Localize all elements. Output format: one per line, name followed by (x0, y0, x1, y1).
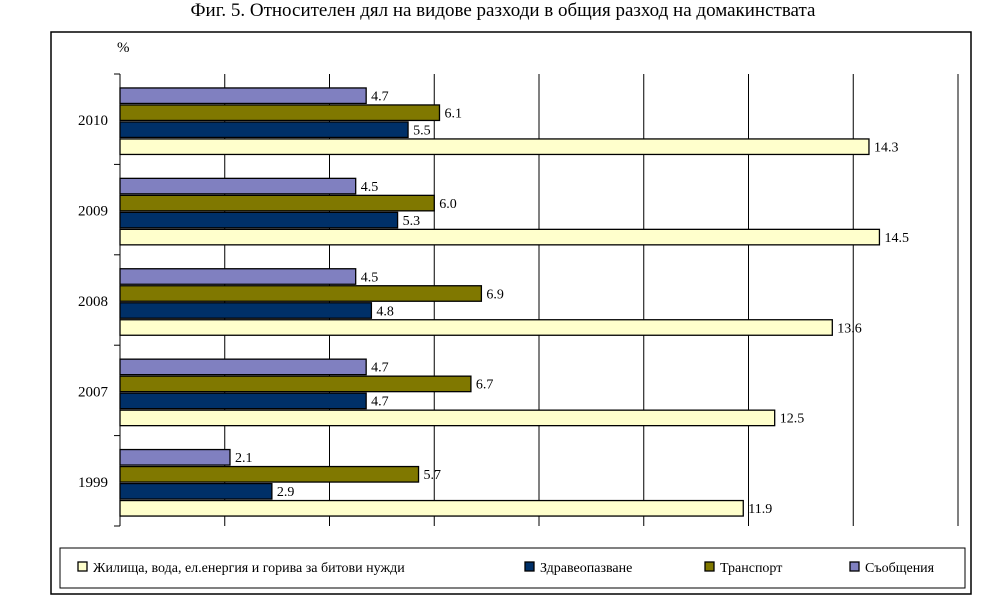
bar-здравеопазване-2010 (119, 121, 409, 139)
legend-swatch-транспорт (704, 561, 715, 572)
bar-транспорт-2009 (119, 194, 435, 212)
bar-съобщения-2010 (119, 87, 367, 105)
bar-съобщения-2009 (119, 177, 357, 195)
bar-транспорт-1999 (119, 465, 420, 483)
bar-здравеопазване-2008 (119, 302, 373, 319)
category-label-2008: 2008 (78, 294, 108, 310)
legend-label-жилища-вода-ел-енергия-и-горива-за-битови-нужди: Жилища, вода, ел.енергия и горива за бит… (93, 561, 405, 576)
legend-label-здравеопазване: Здравеопазване (540, 561, 632, 576)
data-label-здравеопазване-2010: 5.5 (413, 123, 431, 138)
data-label-транспорт-2010: 6.1 (444, 106, 462, 121)
data-label-съобщения-2010: 4.7 (371, 89, 389, 104)
data-label-транспорт-2009: 6.0 (439, 197, 457, 212)
data-label-съобщения-2009: 4.5 (361, 180, 379, 195)
data-label-здравеопазване-1999: 2.9 (277, 485, 295, 500)
data-label-съобщения-1999: 2.1 (235, 451, 253, 466)
bar-жилища-вода-ел-енергия-и-горива-за-битови-нужди-1999 (119, 499, 744, 517)
bar-здравеопазване-2009 (119, 211, 399, 229)
bar-жилища-вода-ел-енергия-и-горива-за-битови-нужди-2007 (119, 409, 776, 427)
data-label-здравеопазване-2008: 4.8 (376, 304, 394, 319)
legend-swatch-съобщения (849, 561, 860, 572)
bar-здравеопазване-2007 (119, 392, 367, 410)
data-label-жилища-вода-ел-енергия-и-горива-за-битови-нужди-2010: 14.3 (874, 140, 899, 155)
bar-транспорт-2007 (119, 375, 472, 393)
legend-label-транспорт: Транспорт (720, 561, 782, 576)
bar-съобщения-1999 (119, 448, 231, 466)
legend-swatch-здравеопазване (524, 561, 535, 572)
category-label-2009: 2009 (78, 204, 108, 220)
data-label-жилища-вода-ел-енергия-и-горива-за-битови-нужди-1999: 11.9 (748, 502, 772, 517)
bar-жилища-вода-ел-енергия-и-горива-за-битови-нужди-2008 (119, 319, 833, 336)
data-label-съобщения-2007: 4.7 (371, 361, 389, 376)
data-label-съобщения-2008: 4.5 (361, 270, 379, 285)
chart-title: Фиг. 5. Относителен дял на видове разход… (190, 0, 816, 21)
data-label-жилища-вода-ел-енергия-и-горива-за-битови-нужди-2009: 14.5 (884, 231, 909, 246)
data-label-транспорт-2007: 6.7 (476, 378, 494, 393)
bar-жилища-вода-ел-енергия-и-горива-за-битови-нужди-2010 (119, 138, 870, 156)
legend-swatch-жилища-вода-ел-енергия-и-горива-за-битови-нужди (77, 561, 88, 572)
data-label-жилища-вода-ел-енергия-и-горива-за-битови-нужди-2008: 13.6 (837, 321, 862, 336)
legend-label-съобщения: Съобщения (865, 561, 935, 576)
bar-транспорт-2008 (119, 285, 483, 302)
data-label-здравеопазване-2007: 4.7 (371, 395, 389, 410)
category-label-1999: 1999 (78, 475, 108, 491)
category-label-2010: 2010 (78, 113, 108, 129)
category-label-2007: 2007 (78, 384, 109, 400)
bar-съобщения-2008 (119, 268, 357, 285)
legend-box (59, 547, 966, 589)
data-label-здравеопазване-2009: 5.3 (403, 214, 421, 229)
data-label-транспорт-2008: 6.9 (486, 287, 504, 302)
data-label-жилища-вода-ел-енергия-и-горива-за-битови-нужди-2007: 12.5 (780, 412, 805, 427)
bar-здравеопазване-1999 (119, 482, 273, 500)
unit-label: % (117, 40, 130, 56)
bar-жилища-вода-ел-енергия-и-горива-за-битови-нужди-2009 (119, 228, 881, 246)
bar-транспорт-2010 (119, 104, 441, 122)
data-label-транспорт-1999: 5.7 (424, 468, 442, 483)
bar-съобщения-2007 (119, 358, 367, 376)
